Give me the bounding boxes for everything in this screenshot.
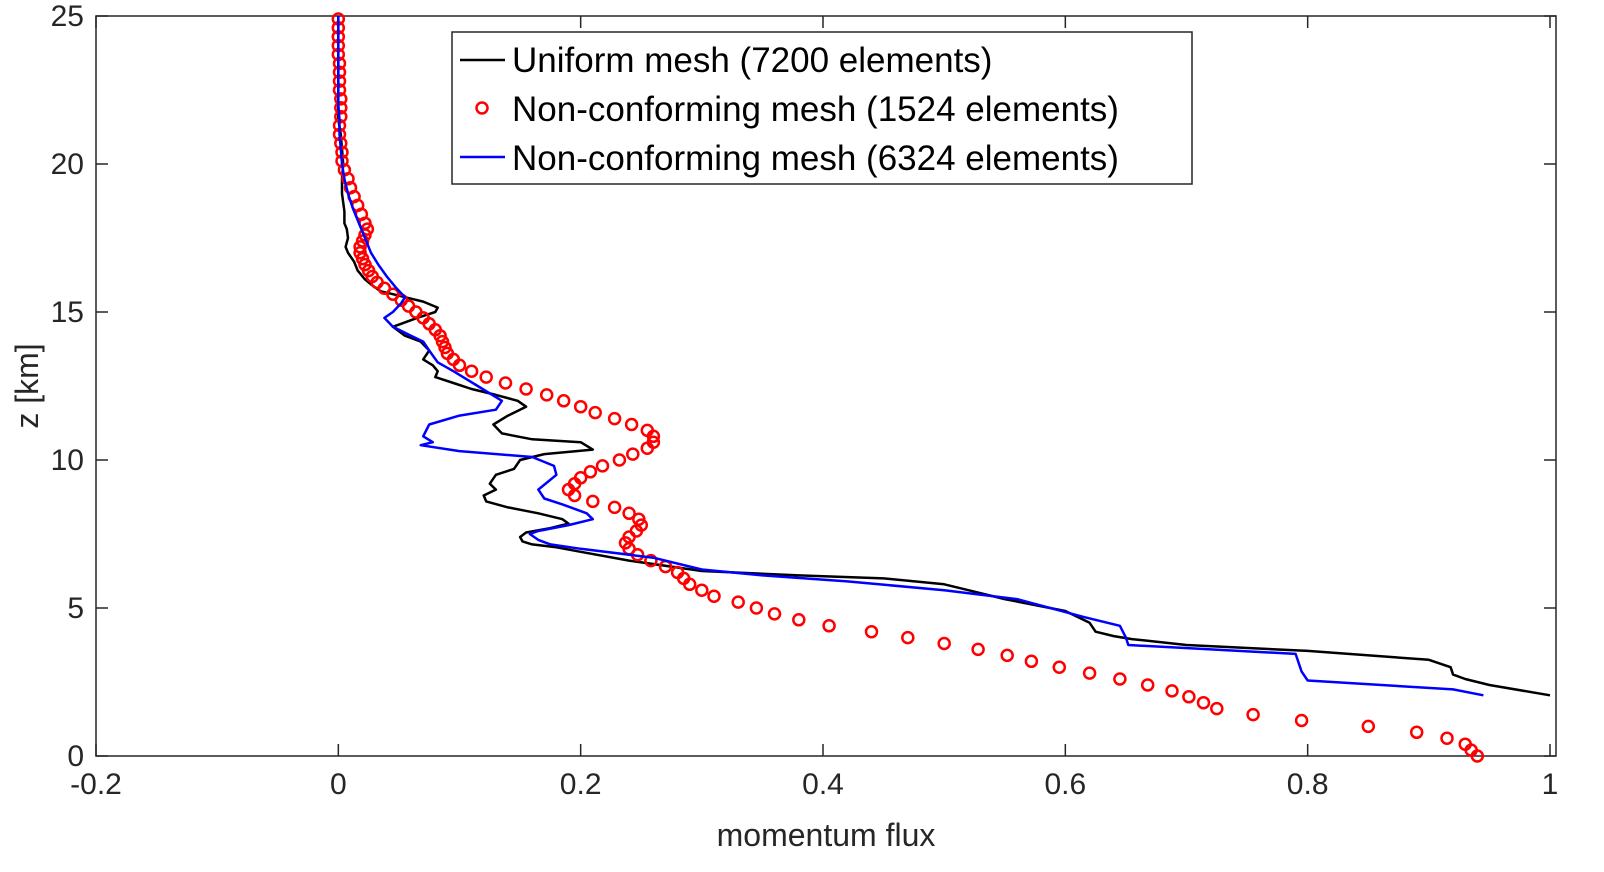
series-marker-1 [334,92,348,106]
series-marker-1 [588,405,602,420]
series-marker-1 [341,172,355,186]
series-marker-1 [498,376,513,390]
series-marker-1 [749,601,764,615]
series-line-2 [337,16,1484,697]
series-marker-1 [1210,701,1224,716]
x-tick-label: 0 [330,768,347,801]
series-marker-1 [707,589,721,603]
series-marker-1 [792,613,806,627]
series-marker-1 [644,553,658,568]
x-tick-label: -0.2 [70,768,122,801]
series-marker-1 [539,388,554,402]
series-marker-1 [622,506,636,521]
y-axis-label: z [km] [9,343,45,428]
series-marker-1 [646,429,661,444]
series-marker-1 [695,583,709,597]
series-marker-1 [767,607,782,621]
series-marker-1 [1000,648,1014,663]
series-marker-1 [624,417,639,432]
y-tick-label: 20 [51,148,84,181]
series-marker-1 [1246,707,1260,722]
series-marker-1 [626,447,640,461]
series-marker-1 [901,630,915,645]
series-marker-1 [595,459,610,473]
series-marker-1 [612,453,627,467]
series-marker-1 [731,595,745,609]
series-marker-1 [1196,695,1211,710]
x-tick-label: 0.6 [1044,768,1086,801]
series-marker-1 [519,382,533,396]
series-marker-1 [1440,731,1454,745]
series-marker-1 [464,364,479,378]
series-marker-1 [586,494,600,509]
series-line-0 [337,16,1551,697]
series-marker-1 [682,577,697,592]
series-marker-1 [1182,690,1196,704]
series-marker-1 [567,488,582,503]
x-tick-label: 1 [1542,768,1559,801]
series-marker-1 [1140,678,1155,692]
series-marker-1 [864,624,879,639]
y-tick-label: 5 [67,592,84,625]
series-marker-1 [556,394,571,408]
series-marker-1 [971,642,985,657]
x-tick-label: 0.8 [1287,768,1329,801]
series-marker-1 [937,636,951,651]
series-marker-1 [1409,725,1424,740]
y-tick-label: 10 [51,444,84,477]
series-marker-1 [334,101,348,115]
series-marker-1 [1165,684,1179,698]
legend-marker-nonconforming-1524 [475,101,489,115]
y-tick-label: 15 [51,296,84,329]
x-axis-label: momentum flux [717,817,936,853]
legend: Uniform mesh (7200 elements) Non-conform… [451,31,1193,185]
series-marker-1 [607,411,622,426]
legend-box [451,31,1193,185]
series-marker-1 [583,465,598,479]
series-marker-1 [479,370,493,384]
series-marker-1 [822,619,836,633]
series-marker-1 [1470,749,1485,763]
series-marker-1 [607,500,622,515]
series-marker-1 [1024,654,1039,669]
x-tick-label: 0.4 [802,768,844,801]
series-marker-1 [640,441,655,455]
x-tick-label: 0.2 [560,768,602,801]
series-marker-1 [1361,719,1376,734]
series-marker-1 [1052,660,1067,674]
y-tick-label: 0 [67,740,84,773]
plot-data [331,12,1551,763]
series-marker-1 [452,358,467,373]
series-marker-1 [353,240,367,254]
legend-label-nonconforming-1524: Non-conforming mesh (1524 elements) [512,90,1119,129]
series-marker-1 [573,399,588,414]
series-marker-1 [1113,672,1127,686]
y-tick-label: 25 [51,0,84,33]
series-marker-1 [334,109,348,124]
legend-label-uniform: Uniform mesh (7200 elements) [512,41,992,80]
series-marker-1 [1294,713,1309,728]
series-marker-1 [1082,666,1097,680]
legend-label-nonconforming-6324: Non-conforming mesh (6324 elements) [512,139,1119,178]
